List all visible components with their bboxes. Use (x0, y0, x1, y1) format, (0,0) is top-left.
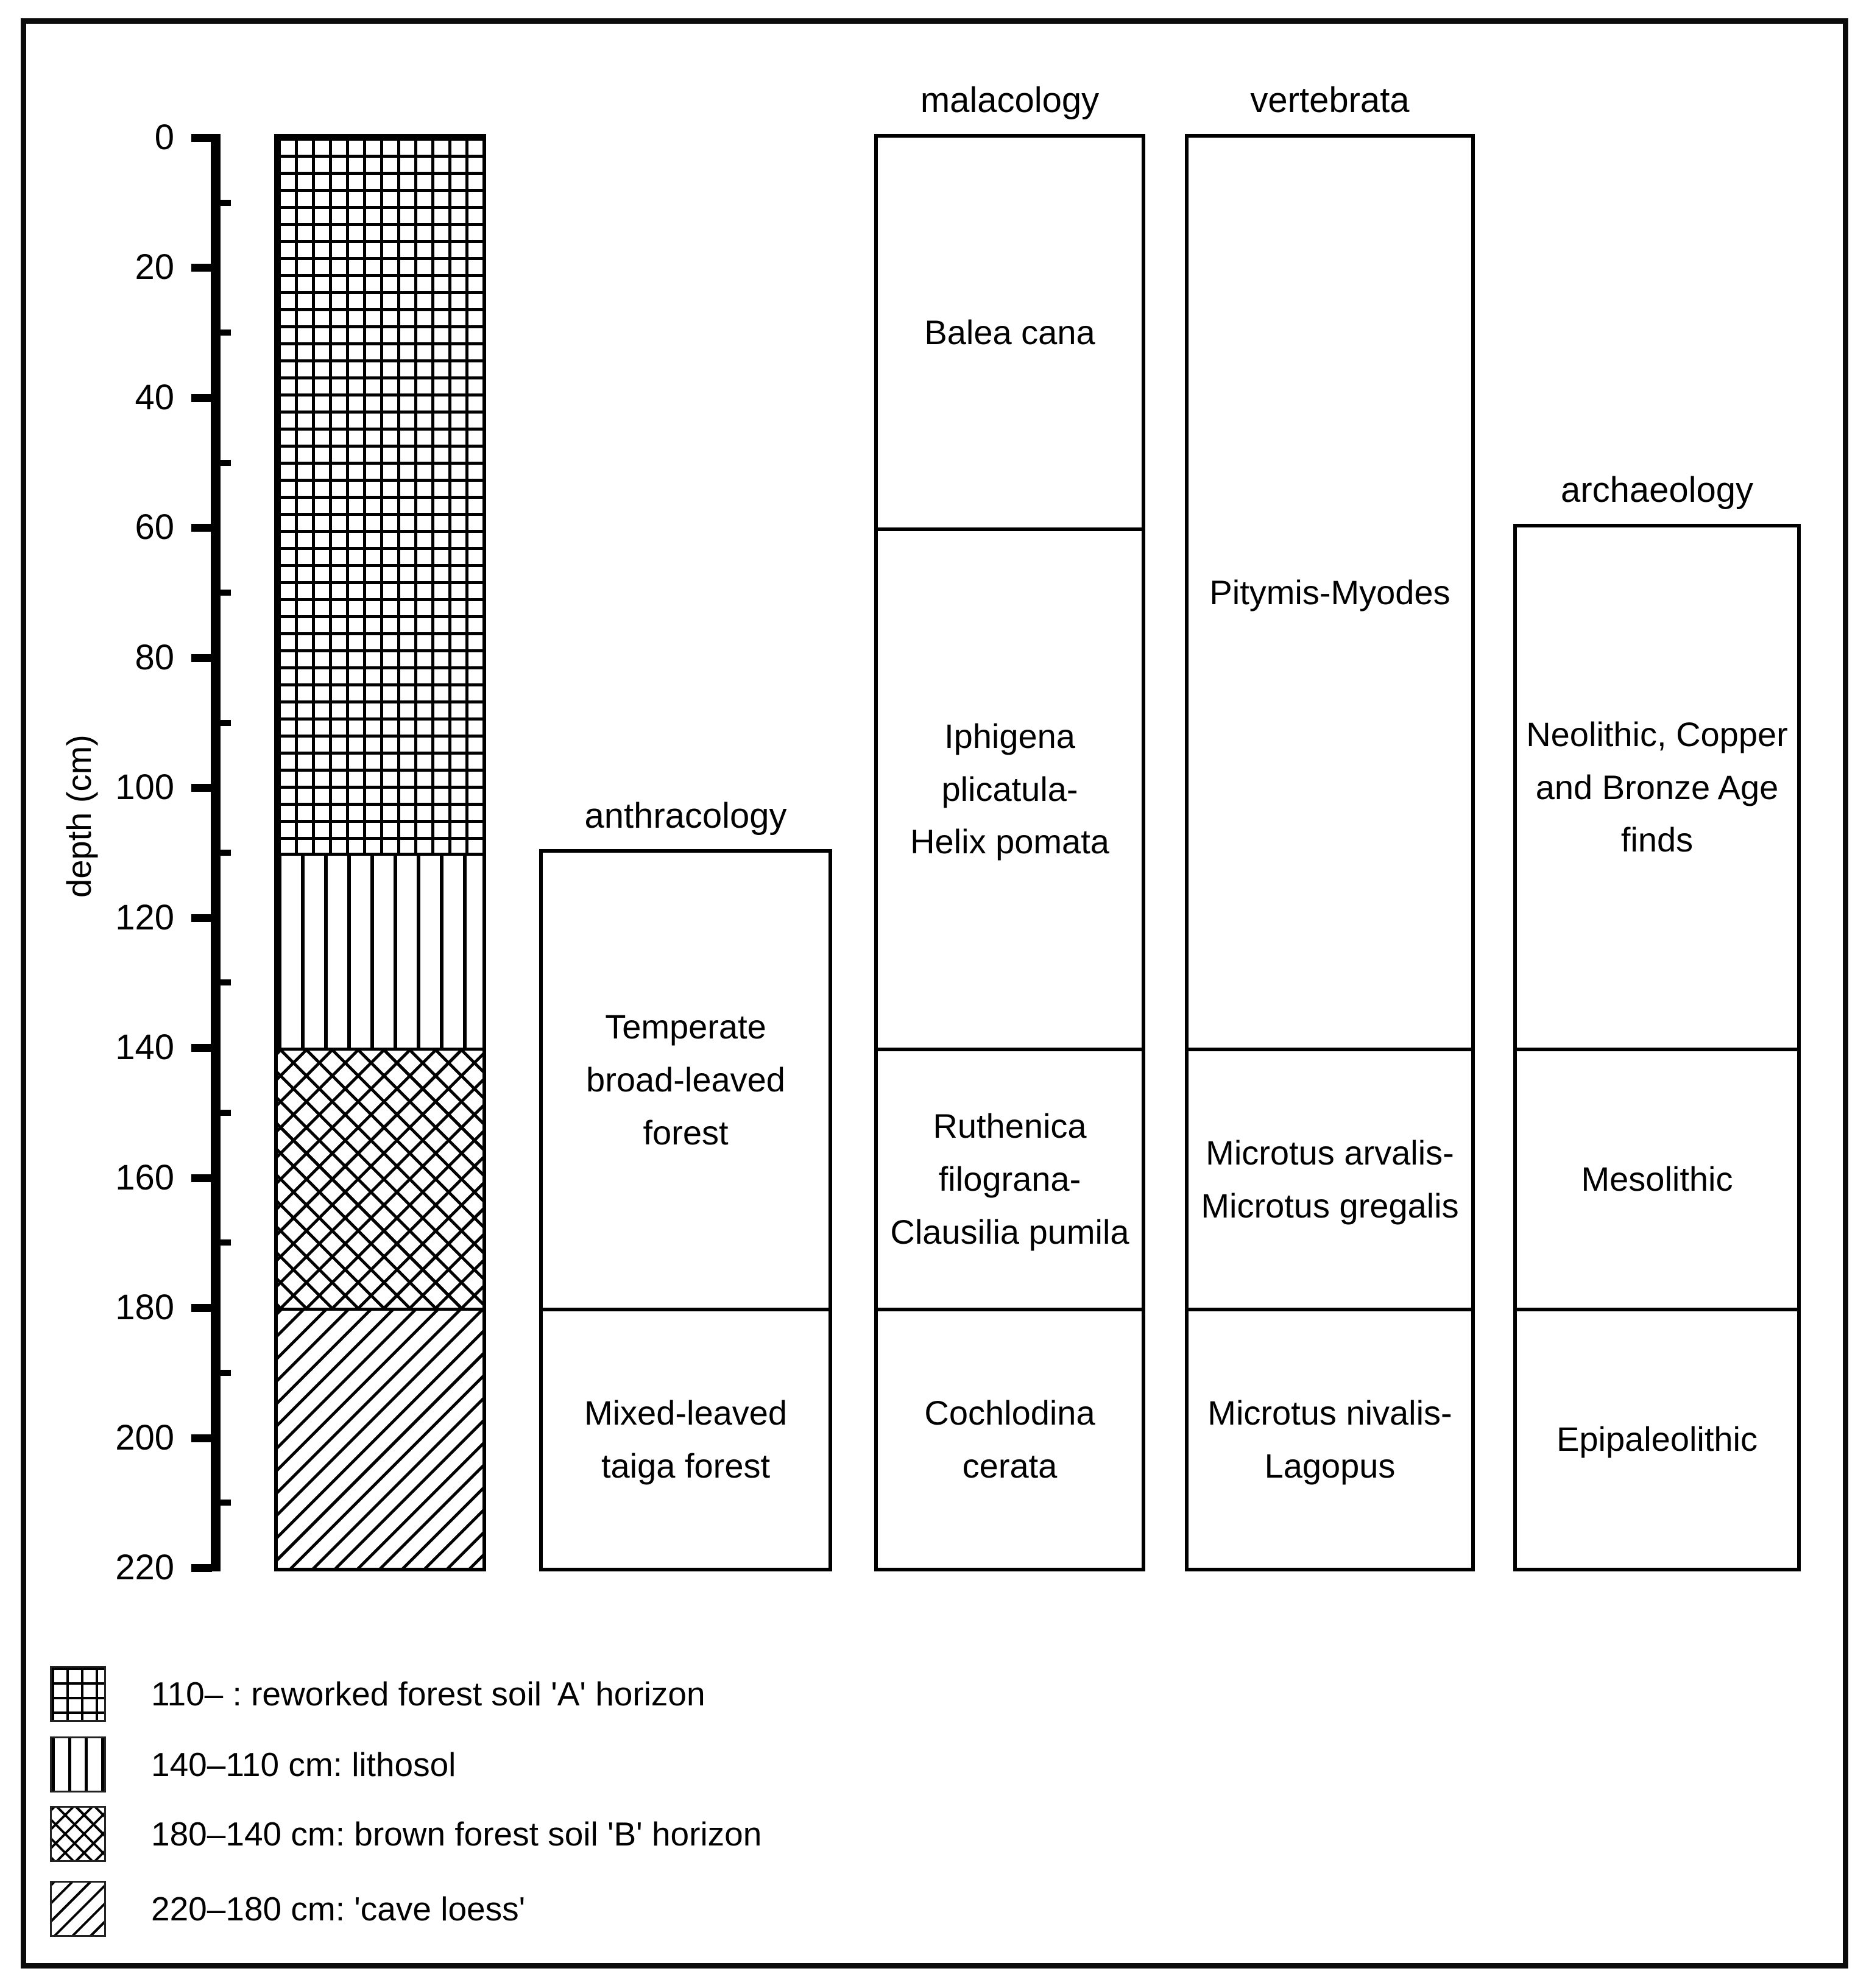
lithology-layer-diagonal (278, 1308, 482, 1568)
tick-label: 200 (115, 1418, 174, 1458)
zone-segment: Epipaleolithic (1517, 1308, 1797, 1568)
legend-swatch-crosshatch (50, 1806, 106, 1862)
tick-label: 40 (135, 378, 174, 417)
zone-label: Epipaleolithic (1556, 1420, 1758, 1459)
tick-label: 80 (135, 638, 174, 677)
column-title-malacology: malacology (920, 80, 1100, 120)
legend-row: 110– : reworked forest soil 'A' horizon (50, 1666, 705, 1722)
tick-label: 0 (154, 118, 174, 157)
zone-column-anthracology: Temperate broad-leaved forest Mixed-leave… (539, 849, 832, 1571)
tick-label: 140 (115, 1027, 174, 1067)
zone-column-vertebrata: Pitymis-Myodes Microtus arvalis- Microtus… (1185, 134, 1475, 1571)
zone-segment: Temperate broad-leaved forest (543, 853, 829, 1308)
zone-label: Pitymis-Myodes (1209, 573, 1450, 612)
zone-label: Temperate broad-leaved forest (586, 1007, 785, 1152)
tick-major (191, 1434, 212, 1442)
tick-label: 120 (115, 898, 174, 937)
legend-label: 220–180 cm: 'cave loess' (151, 1890, 526, 1928)
zone-segment: Microtus nivalis- Lagopus (1189, 1308, 1471, 1568)
zone-segment: Ruthenica filograna- Clausilia pumila (878, 1048, 1142, 1308)
tick-label: 100 (115, 767, 174, 807)
legend-swatch-diagonal (50, 1881, 106, 1937)
tick-major (191, 784, 212, 792)
legend-swatch-grid (50, 1666, 106, 1722)
tick-minor (221, 1110, 231, 1116)
lithology-layer-grid (278, 138, 482, 853)
zone-label: Ruthenica filograna- Clausilia pumila (890, 1107, 1129, 1251)
legend-row: 220–180 cm: 'cave loess' (50, 1881, 525, 1937)
tick-major (191, 1174, 212, 1182)
tick-minor (221, 979, 231, 985)
tick-major (191, 1304, 212, 1312)
zone-segment: Neolithic, Copper and Bronze Age finds (1517, 527, 1797, 1048)
tick-minor (221, 1500, 231, 1506)
zone-segment: Cochlodina cerata (878, 1308, 1142, 1568)
lithology-layer-vlines (278, 853, 482, 1048)
tick-label: 60 (135, 507, 174, 547)
zone-segment: Balea cana (878, 138, 1142, 527)
tick-label: 160 (115, 1158, 174, 1197)
tick-major (191, 264, 212, 272)
zone-label: Microtus nivalis- Lagopus (1207, 1393, 1452, 1485)
legend-label: 110– : reworked forest soil 'A' horizon (151, 1675, 705, 1713)
tick-minor (221, 1370, 231, 1376)
zone-label: Mixed-leaved taiga forest (584, 1393, 788, 1485)
legend-row: 180–140 cm: brown forest soil 'B' horizo… (50, 1806, 761, 1862)
tick-minor (221, 330, 231, 336)
legend-swatch-vlines (50, 1736, 106, 1792)
tick-minor (221, 460, 231, 466)
tick-major (191, 914, 212, 922)
legend-row: 140–110 cm: lithosol (50, 1736, 456, 1792)
column-title-anthracology: anthracology (584, 796, 787, 836)
lithology-layer-crosshatch (278, 1048, 482, 1308)
zone-segment: Iphigena plicatula- Helix pomata (878, 527, 1142, 1048)
legend-label: 180–140 cm: brown forest soil 'B' horizo… (151, 1815, 762, 1853)
zone-label: Microtus arvalis- Microtus gregalis (1201, 1133, 1459, 1225)
zone-segment: Microtus arvalis- Microtus gregalis (1189, 1048, 1471, 1308)
tick-label: 180 (115, 1288, 174, 1327)
tick-major (191, 394, 212, 402)
legend-label: 140–110 cm: lithosol (151, 1746, 456, 1783)
lithology-column (274, 134, 486, 1571)
tick-minor (221, 720, 231, 726)
tick-major (191, 524, 212, 532)
zone-segment: Mesolithic (1517, 1048, 1797, 1308)
zone-segment: Pitymis-Myodes (1189, 138, 1471, 1048)
column-title-vertebrata: vertebrata (1250, 80, 1410, 120)
tick-major (191, 1044, 212, 1052)
figure-frame (21, 18, 1848, 1969)
tick-major (191, 1564, 212, 1572)
tick-minor (221, 850, 231, 856)
zone-label: Mesolithic (1581, 1160, 1733, 1199)
tick-label: 220 (115, 1548, 174, 1587)
zone-label: Neolithic, Copper and Bronze Age finds (1526, 714, 1788, 859)
zone-label: Balea cana (924, 312, 1095, 351)
column-title-archaeology: archaeology (1561, 470, 1753, 510)
tick-minor (221, 1239, 231, 1246)
zone-label: Iphigena plicatula- Helix pomata (910, 716, 1109, 861)
zone-column-malacology: Balea cana Iphigena plicatula- Helix poma… (874, 134, 1145, 1571)
tick-major (191, 654, 212, 662)
zone-segment: Mixed-leaved taiga forest (543, 1308, 829, 1568)
tick-minor (221, 590, 231, 596)
tick-label: 20 (135, 247, 174, 287)
tick-minor (221, 200, 231, 206)
depth-axis-line (211, 134, 221, 1571)
tick-major (191, 134, 212, 142)
zone-label: Cochlodina cerata (924, 1393, 1095, 1485)
zone-column-archaeology: Neolithic, Copper and Bronze Age finds Me… (1513, 524, 1801, 1571)
